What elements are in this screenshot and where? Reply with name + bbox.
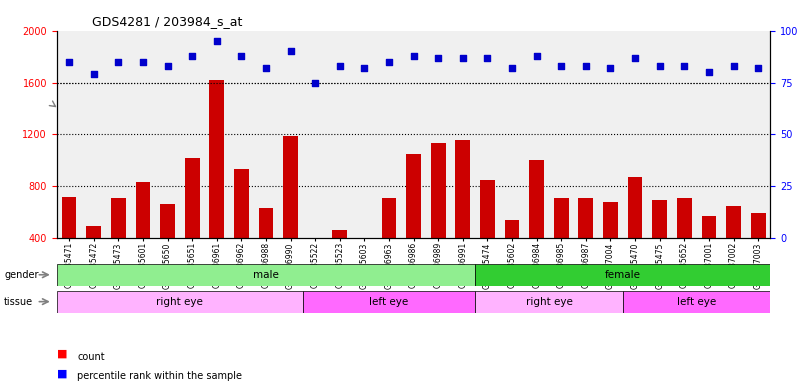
Text: gender: gender [4,270,39,280]
Bar [406,154,421,290]
Point [555,63,568,69]
Bar [185,158,200,290]
Text: female: female [605,270,641,280]
Bar [603,202,618,290]
Bar [160,204,175,290]
Bar [209,80,224,290]
Point [407,53,420,59]
Point [579,63,592,69]
Bar [135,182,150,290]
Point [210,38,223,44]
Point [678,63,691,69]
Point [727,63,740,69]
Bar [652,200,667,290]
FancyBboxPatch shape [475,291,623,313]
Point [260,65,272,71]
FancyBboxPatch shape [475,264,770,286]
Point [702,69,715,75]
Text: ■: ■ [57,368,67,378]
Point [136,59,149,65]
Bar [259,208,273,290]
Bar [357,239,371,290]
Bar [751,214,766,290]
Point [186,53,199,59]
Bar [578,198,594,290]
FancyBboxPatch shape [57,264,475,286]
Text: ■: ■ [57,349,67,359]
Bar [234,169,249,290]
Bar [456,139,470,290]
Text: left eye: left eye [677,297,716,307]
FancyBboxPatch shape [303,291,475,313]
Point [629,55,642,61]
Bar [628,177,642,290]
Point [284,48,297,55]
Text: male: male [253,270,279,280]
Bar [431,144,445,290]
Point [431,55,444,61]
FancyBboxPatch shape [57,291,303,313]
Bar [677,198,692,290]
Bar [283,136,298,290]
Text: tissue: tissue [4,297,33,307]
Point [88,71,101,77]
Bar [86,227,101,290]
Point [481,55,494,61]
Point [505,65,518,71]
Point [530,53,543,59]
Text: count: count [77,352,105,362]
Bar [702,216,716,290]
Text: left eye: left eye [369,297,409,307]
Point [653,63,666,69]
Point [333,63,346,69]
Text: GDS4281 / 203984_s_at: GDS4281 / 203984_s_at [92,15,242,28]
Point [358,65,371,71]
Text: right eye: right eye [157,297,204,307]
Point [235,53,248,59]
Bar [480,180,495,290]
Point [112,59,125,65]
Bar [333,230,347,290]
Point [62,59,75,65]
Point [309,79,322,86]
Bar [308,239,323,290]
Point [161,63,174,69]
Bar [62,197,76,290]
Bar [530,161,544,290]
Text: percentile rank within the sample: percentile rank within the sample [77,371,242,381]
Bar [382,198,397,290]
FancyBboxPatch shape [623,291,770,313]
Bar [504,220,519,290]
Bar [726,206,741,290]
Point [457,55,470,61]
Point [752,65,765,71]
Bar [111,198,126,290]
Text: right eye: right eye [526,297,573,307]
Bar [554,198,569,290]
Point [604,65,617,71]
Point [383,59,396,65]
